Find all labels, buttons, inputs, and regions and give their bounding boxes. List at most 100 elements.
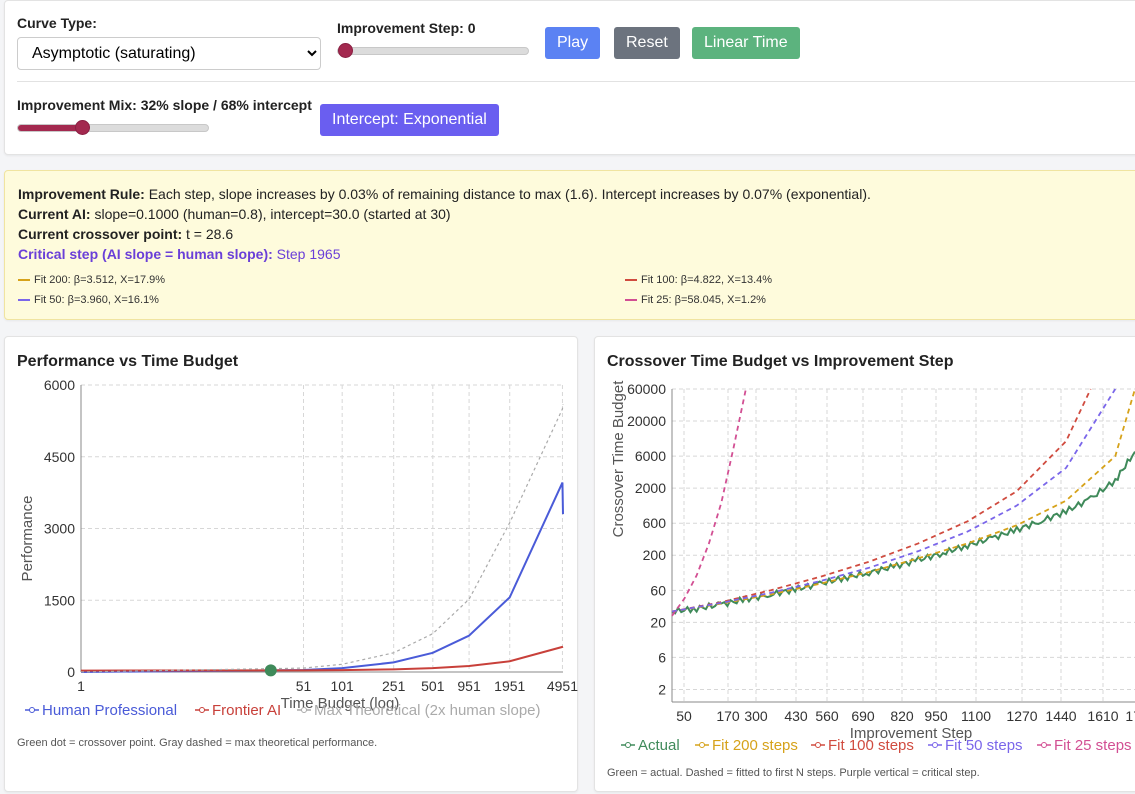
x-tick-label: 1100 xyxy=(961,708,991,724)
y-tick-label: 600 xyxy=(643,515,667,531)
y-tick-label: 20000 xyxy=(627,413,666,429)
info-panel: Improvement Rule: Each step, slope incre… xyxy=(4,170,1135,320)
improvement-mix-thumb[interactable] xyxy=(74,120,90,135)
x-tick-label: 951 xyxy=(457,678,481,694)
improvement-step-slider[interactable] xyxy=(337,43,529,58)
curve-type-select[interactable]: Asymptotic (saturating) xyxy=(17,37,321,70)
y-tick-label: 3000 xyxy=(44,521,75,537)
fit-50-text: Fit 50: β=3.960, X=16.1% xyxy=(34,294,159,306)
crossover-chart-panel: Crossover Time Budget vs Improvement Ste… xyxy=(594,336,1135,792)
series-line-4 xyxy=(671,388,747,617)
performance-chart-panel: Performance vs Time Budget 1 51 101 251 501 9… xyxy=(4,336,578,792)
legend-label: Actual xyxy=(638,737,680,754)
improvement-rule-label: Improvement Rule: xyxy=(18,186,145,202)
fit-100-item: Fit 100: β=4.822, X=13.4% xyxy=(625,274,772,286)
x-tick-label: 50 xyxy=(676,708,692,724)
critical-step-label: Critical step (AI slope = human slope): xyxy=(18,246,273,262)
intercept-mode-button[interactable]: Intercept: Exponential xyxy=(320,104,499,136)
x-tick-label: 1780 xyxy=(1125,708,1135,724)
y-tick-label: 2000 xyxy=(635,480,666,496)
x-tick-label: 690 xyxy=(851,708,875,724)
x-tick-label: 501 xyxy=(421,678,445,694)
x-tick-label: 170 xyxy=(716,708,740,724)
legend-marker xyxy=(301,707,307,713)
y-tick-label: 60 xyxy=(650,582,666,598)
fit-50-swatch xyxy=(18,299,30,301)
legend-marker xyxy=(699,742,705,748)
y-axis-label: Crossover Time Budget xyxy=(610,380,627,538)
improvement-step-label: Improvement Step: 0 xyxy=(337,20,476,36)
x-tick-label: 1270 xyxy=(1006,708,1037,724)
performance-chart-title: Performance vs Time Budget xyxy=(17,353,239,370)
fit-200-item: Fit 200: β=3.512, X=17.9% xyxy=(18,274,165,286)
legend-marker xyxy=(625,742,631,748)
y-tick-label: 200 xyxy=(643,547,667,563)
reset-button[interactable]: Reset xyxy=(614,27,680,59)
x-tick-label: 4951 xyxy=(547,678,578,694)
series-line-1 xyxy=(671,388,1135,613)
x-tick-label: 560 xyxy=(815,708,839,724)
legend-marker xyxy=(815,742,821,748)
legend-marker xyxy=(199,707,205,713)
x-tick-label: 1 xyxy=(77,678,85,694)
legend-label: Max Theoretical (2x human slope) xyxy=(314,702,541,719)
x-tick-label: 51 xyxy=(296,678,312,694)
improvement-mix-slider[interactable] xyxy=(17,120,209,135)
legend-label: Fit 200 steps xyxy=(712,737,798,754)
x-tick-label: 251 xyxy=(382,678,406,694)
legend-marker xyxy=(1041,742,1047,748)
performance-chart: 1 51 101 251 501 951 1951 4951 0 1500 3000 4500 6000… xyxy=(19,377,578,719)
series-line-2 xyxy=(671,388,1092,613)
y-tick-label: 20 xyxy=(650,614,666,630)
controls-panel: Curve Type: Asymptotic (saturating) Impr… xyxy=(4,0,1135,155)
performance-chart-note: Green dot = crossover point. Gray dashed… xyxy=(17,737,378,749)
crossover-chart-note: Green = actual. Dashed = fitted to first… xyxy=(607,767,980,779)
crossover-label: Current crossover point: xyxy=(18,226,183,242)
legend-label: Frontier AI xyxy=(212,702,281,719)
x-axis-label: Time Budget (log) xyxy=(281,695,400,712)
current-ai-line: Current AI: slope=0.1000 (human=0.8), in… xyxy=(18,206,451,222)
legend-label: Human Professional xyxy=(42,702,177,719)
y-tick-label: 0 xyxy=(67,664,75,680)
x-axis-label: Improvement Step xyxy=(850,725,973,742)
y-tick-label: 2 xyxy=(658,681,666,697)
series-line-1 xyxy=(80,645,564,672)
play-button[interactable]: Play xyxy=(545,27,601,59)
curve-type-label: Curve Type: xyxy=(17,15,97,31)
series-line-0 xyxy=(671,451,1135,615)
crossover-point xyxy=(264,664,277,677)
fit-25-text: Fit 25: β=58.045, X=1.2% xyxy=(641,294,766,306)
legend-label: Fit 25 steps xyxy=(1054,737,1132,754)
crossover-text: t = 28.6 xyxy=(182,226,234,242)
x-tick-label: 101 xyxy=(330,678,354,694)
y-tick-label: 6000 xyxy=(635,448,666,464)
fit-200-text: Fit 200: β=3.512, X=17.9% xyxy=(34,274,166,286)
legend-label: Fit 100 steps xyxy=(828,737,914,754)
crossover-line: Current crossover point: t = 28.6 xyxy=(18,226,233,242)
x-tick-label: 430 xyxy=(784,708,808,724)
y-tick-label: 60000 xyxy=(627,381,666,397)
series-line-3 xyxy=(671,388,1117,613)
series-line-0 xyxy=(80,482,564,673)
current-ai-label: Current AI: xyxy=(18,206,91,222)
fit-200-swatch xyxy=(18,279,30,281)
critical-step-line: Critical step (AI slope = human slope): … xyxy=(18,246,341,262)
improvement-mix-fill xyxy=(18,125,80,131)
y-tick-label: 4500 xyxy=(44,449,75,465)
fit-100-text: Fit 100: β=4.822, X=13.4% xyxy=(641,274,773,286)
current-ai-text: slope=0.1000 (human=0.8), intercept=30.0… xyxy=(90,206,451,222)
y-tick-label: 6 xyxy=(658,649,666,665)
critical-step-text: Step 1965 xyxy=(272,246,341,262)
crossover-chart: 50 170 300 430 560 690 820 950 1100 1270 1440 1610 1… xyxy=(610,380,1135,754)
linear-time-button[interactable]: Linear Time xyxy=(692,27,800,59)
y-tick-label: 6000 xyxy=(44,377,75,393)
y-axis-label: Performance xyxy=(19,496,36,582)
x-tick-label: 1440 xyxy=(1045,708,1076,724)
controls-divider xyxy=(17,81,1135,82)
improvement-step-thumb[interactable] xyxy=(338,43,353,58)
x-tick-label: 950 xyxy=(924,708,948,724)
fit-25-item: Fit 25: β=58.045, X=1.2% xyxy=(625,294,766,306)
legend-label: Fit 50 steps xyxy=(945,737,1023,754)
improvement-mix-label: Improvement Mix: 32% slope / 68% interce… xyxy=(17,97,312,113)
fit-50-item: Fit 50: β=3.960, X=16.1% xyxy=(18,294,159,306)
